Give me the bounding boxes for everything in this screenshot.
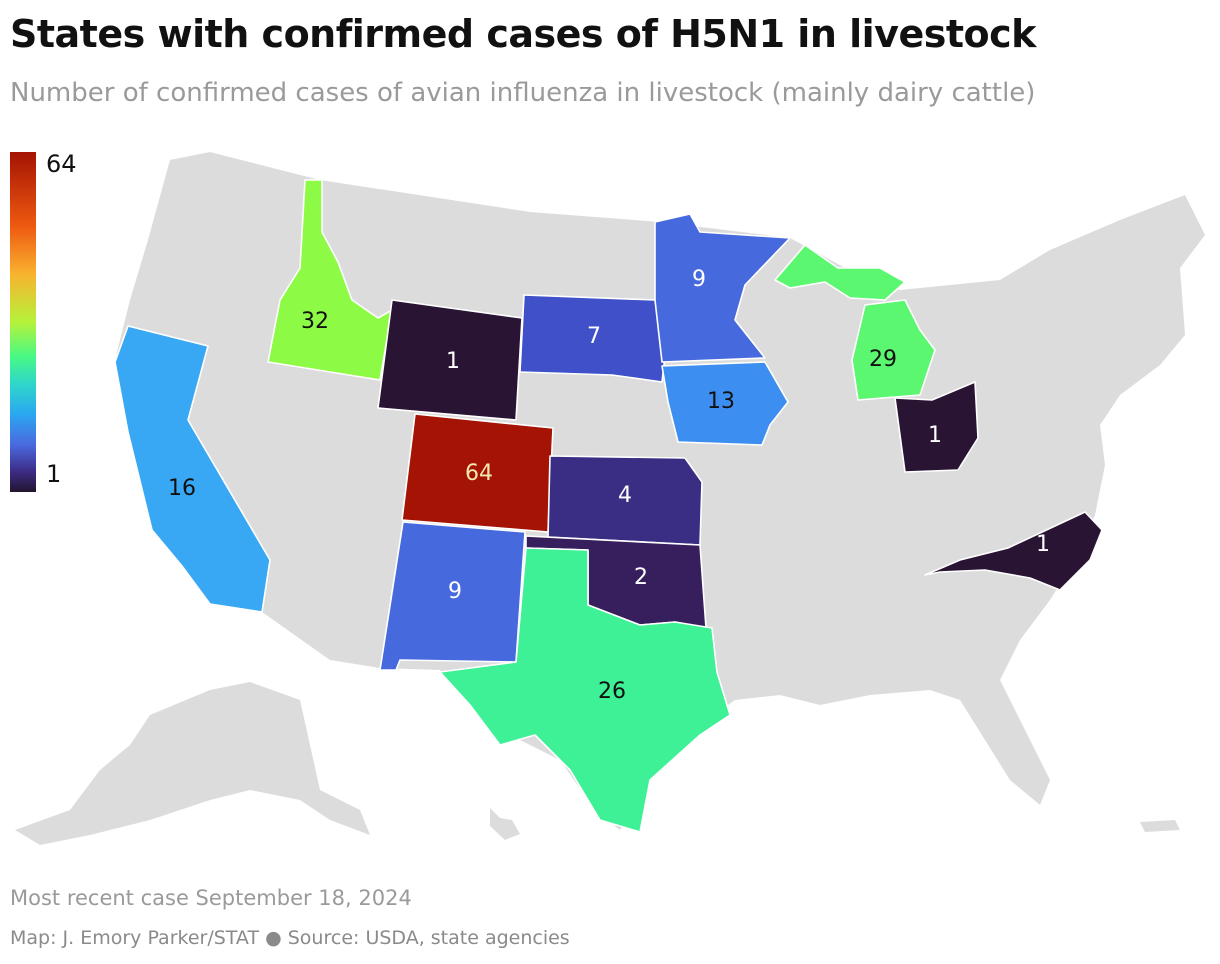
credit-separator: ● bbox=[265, 927, 282, 949]
map-title: States with confirmed cases of H5N1 in l… bbox=[10, 12, 1036, 56]
credit-line: Map: J. Emory Parker/STAT ● Source: USDA… bbox=[10, 927, 570, 949]
state-ohio[interactable] bbox=[894, 381, 979, 473]
alaska-landmass bbox=[15, 682, 370, 845]
state-michigan-upper[interactable] bbox=[774, 244, 906, 301]
state-kansas[interactable] bbox=[547, 455, 703, 546]
state-label-california: 16 bbox=[168, 476, 196, 501]
puerto-rico-landmass bbox=[1140, 820, 1180, 832]
state-label-texas: 26 bbox=[598, 679, 626, 704]
most-recent-case-note: Most recent case September 18, 2024 bbox=[10, 886, 412, 910]
state-label-new-mexico: 9 bbox=[448, 579, 462, 604]
state-label-minnesota: 9 bbox=[692, 267, 706, 292]
hawaii-landmass bbox=[490, 808, 520, 840]
credit-author: Map: J. Emory Parker/STAT bbox=[10, 927, 260, 949]
state-california[interactable] bbox=[114, 325, 271, 613]
map-subtitle: Number of confirmed cases of avian influ… bbox=[10, 78, 1036, 108]
state-michigan-lower[interactable] bbox=[851, 299, 936, 401]
state-label-colorado: 64 bbox=[465, 461, 493, 486]
color-legend-bar bbox=[10, 152, 36, 492]
state-idaho[interactable] bbox=[267, 179, 393, 381]
state-label-idaho: 32 bbox=[301, 309, 329, 334]
legend-min-label: 1 bbox=[46, 460, 62, 488]
state-label-north-carolina: 1 bbox=[1036, 532, 1050, 557]
state-texas[interactable] bbox=[439, 547, 731, 833]
state-label-michigan: 29 bbox=[869, 347, 897, 372]
state-wyoming[interactable] bbox=[377, 299, 523, 421]
credit-source: Source: USDA, state agencies bbox=[287, 927, 570, 949]
state-label-kansas: 4 bbox=[618, 483, 632, 508]
state-label-iowa: 13 bbox=[707, 389, 735, 414]
state-north-carolina[interactable] bbox=[924, 511, 1103, 591]
state-minnesota[interactable] bbox=[654, 213, 791, 363]
state-label-ohio: 1 bbox=[928, 423, 942, 448]
state-label-oklahoma: 2 bbox=[634, 565, 648, 590]
state-labels: 32 1 7 9 29 16 13 1 64 4 9 2 26 1 bbox=[168, 267, 1050, 704]
state-iowa[interactable] bbox=[661, 361, 789, 446]
legend-max-label: 64 bbox=[46, 150, 77, 178]
state-label-south-dakota: 7 bbox=[587, 324, 601, 349]
state-label-wyoming: 1 bbox=[446, 349, 460, 374]
state-new-mexico[interactable] bbox=[379, 521, 526, 671]
